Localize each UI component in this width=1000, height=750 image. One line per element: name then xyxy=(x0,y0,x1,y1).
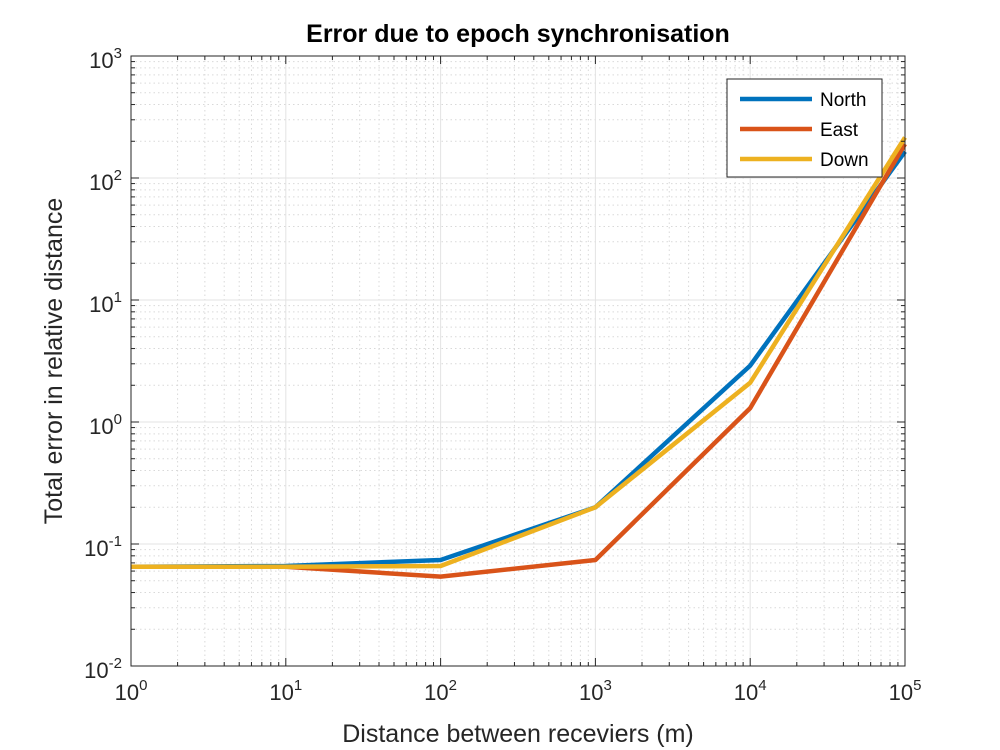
series-line-down xyxy=(131,136,907,570)
legend-label-down: Down xyxy=(820,150,869,171)
y-tick-label: 101 xyxy=(89,289,122,317)
x-tick-label: 101 xyxy=(269,677,302,705)
series-lines xyxy=(130,136,907,579)
x-axis-label: Distance between receviers (m) xyxy=(342,720,694,748)
tick-marks xyxy=(130,55,906,667)
legend-label-north: North xyxy=(820,90,866,111)
plot-frame xyxy=(130,55,906,667)
chart-title: Error due to epoch synchronisation xyxy=(306,20,730,48)
y-tick-label: 103 xyxy=(89,45,122,73)
x-tick-label: 102 xyxy=(424,677,457,705)
y-tick-label: 102 xyxy=(89,167,122,195)
x-tick-labels: 100 101 102 103 104 105 xyxy=(115,677,922,705)
y-tick-label: 100 xyxy=(89,411,122,439)
x-tick-label: 100 xyxy=(115,677,148,705)
x-tick-label: 105 xyxy=(889,677,922,705)
legend-label-east: East xyxy=(820,120,859,141)
y-tick-label: 10-1 xyxy=(84,533,122,561)
y-axis-label: Total error in relative distance xyxy=(40,198,68,525)
x-tick-label: 104 xyxy=(734,677,767,705)
y-tick-label: 10-2 xyxy=(84,655,122,683)
y-tick-labels: 10-2 10-1 100 101 102 103 xyxy=(84,45,122,683)
x-tick-label: 103 xyxy=(579,677,612,705)
legend: North East Down xyxy=(726,78,883,178)
